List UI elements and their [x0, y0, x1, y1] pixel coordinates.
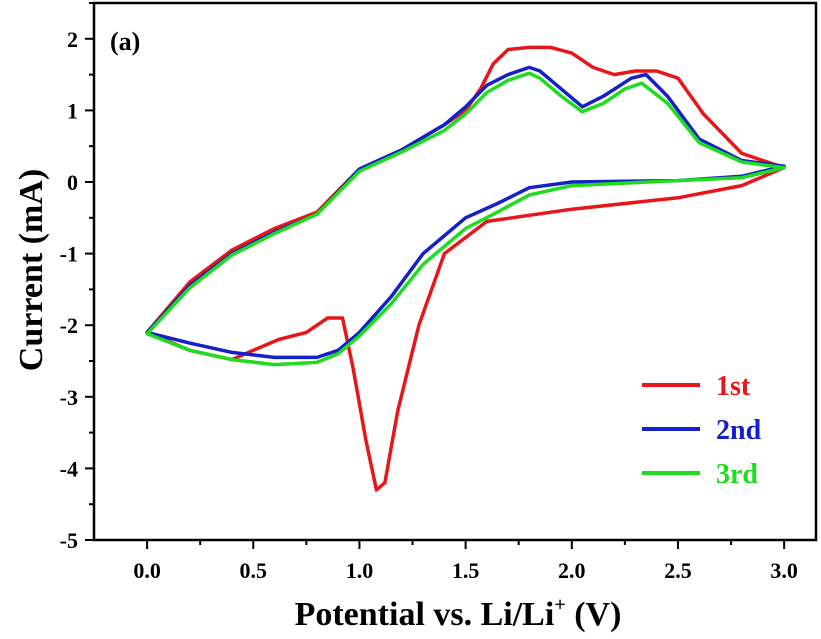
x-tick-label: 1.5 [452, 558, 480, 583]
y-tick-label: -4 [60, 456, 78, 481]
axis-ticks: 0.0 0.5 1.0 1.5 2.0 2.5 3.0 -5 -4 -3 -2 -1 0 1 2 [60, 2, 798, 583]
x-axis-title-main: Potential vs. Li/Li [295, 596, 555, 633]
series-line-1st [145, 45, 786, 492]
y-tick-label: -3 [60, 385, 78, 410]
legend-label-3rd: 3rd [716, 459, 758, 490]
x-tick-label: 0.5 [240, 558, 268, 583]
x-tick-label: 0.0 [133, 558, 161, 583]
y-tick-label: -2 [60, 313, 78, 338]
y-tick-label: -5 [60, 528, 78, 553]
series-curves [145, 45, 786, 492]
legend-label-2nd: 2nd [716, 415, 762, 446]
y-axis-title: Current (mA) [13, 169, 50, 371]
y-tick-label: 1 [67, 98, 78, 123]
x-tick-label: 2.0 [558, 558, 586, 583]
x-axis-title: Potential vs. Li/Li+ (V) [295, 594, 622, 633]
panel-label: (a) [110, 27, 140, 56]
y-tick-label: 0 [67, 170, 78, 195]
plot-frame [92, 1, 818, 542]
x-axis-title-sup: + [554, 594, 565, 616]
y-tick-label: 2 [67, 27, 78, 52]
legend-label-1st: 1st [716, 371, 751, 402]
y-tick-label: -1 [60, 242, 78, 267]
x-tick-label: 1.0 [346, 558, 374, 583]
x-tick-label: 2.5 [664, 558, 692, 583]
x-axis-title-unit: (V) [566, 596, 622, 633]
x-tick-label: 3.0 [770, 558, 798, 583]
series-line-3rd [145, 71, 786, 367]
legend: 1st 2nd 3rd [642, 371, 762, 490]
